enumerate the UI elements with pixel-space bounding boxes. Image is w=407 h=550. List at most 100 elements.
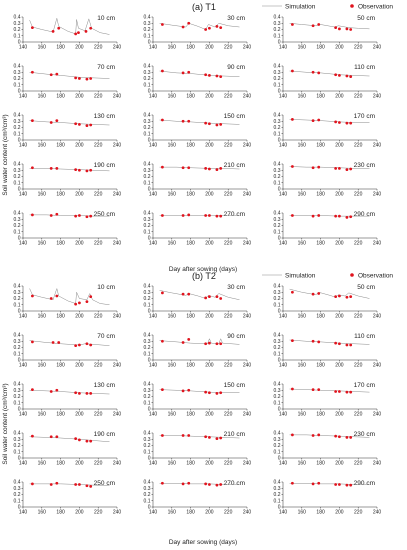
observation-point <box>85 484 89 488</box>
x-tick-label: 180 <box>186 94 195 100</box>
x-tick-label: 160 <box>298 363 307 369</box>
observation-point <box>78 168 81 172</box>
x-tick-label: 220 <box>224 192 233 198</box>
observation-point <box>215 168 219 172</box>
x-tick-label: 160 <box>38 241 47 247</box>
y-tick-label: 0.2 <box>274 443 281 449</box>
x-tick-label: 220 <box>224 461 233 467</box>
observation-point <box>187 21 191 25</box>
y-tick-label: 0.2 <box>144 492 151 498</box>
x-tick-label: 180 <box>316 143 325 149</box>
depth-label: 50 cm <box>357 15 375 22</box>
x-tick-label: 220 <box>354 45 363 51</box>
observation-point <box>161 23 164 26</box>
x-tick-label: 220 <box>354 314 363 320</box>
observation-point <box>78 122 81 126</box>
observation-point <box>334 341 338 345</box>
observation-point <box>161 165 164 169</box>
x-tick-label: 200 <box>205 363 214 369</box>
x-tick-label: 220 <box>224 412 233 418</box>
depth-label: 10 cm <box>97 15 115 22</box>
observation-point <box>345 168 349 172</box>
y-tick-label: 0 <box>148 456 151 462</box>
x-tick-label: 160 <box>38 192 47 198</box>
x-tick-label: 200 <box>75 412 84 418</box>
y-tick-label: 0 <box>278 40 281 46</box>
x-tick-label: 240 <box>373 363 382 369</box>
y-tick-label: 0.2 <box>144 125 151 131</box>
y-tick-label: 0 <box>278 456 281 462</box>
x-tick-label: 220 <box>94 412 103 418</box>
y-tick-label: 0 <box>18 89 21 95</box>
x-tick-label: 220 <box>354 143 363 149</box>
x-tick-label: 220 <box>354 412 363 418</box>
y-tick-label: 0.1 <box>274 449 281 455</box>
subplot-210cm: 00.10.20.30.4 140 160 180 200 220 240 210 cm <box>144 431 252 467</box>
y-tick-label: 0 <box>148 40 151 46</box>
x-tick-label: 140 <box>19 412 28 418</box>
observation-point <box>55 294 59 298</box>
x-tick-label: 200 <box>335 363 344 369</box>
depth-label: 210 cm <box>224 431 245 438</box>
y-tick-label: 0 <box>148 236 151 242</box>
simulation-line <box>29 483 110 486</box>
observation-point <box>338 435 341 439</box>
y-tick-label: 0.4 <box>144 162 151 168</box>
depth-label: 110 cm <box>354 64 375 71</box>
observation-point <box>187 481 191 485</box>
y-tick-label: 0.4 <box>274 113 281 119</box>
x-tick-label: 140 <box>279 241 288 247</box>
observation-point <box>317 292 321 295</box>
y-tick-label: 0.1 <box>144 449 151 455</box>
x-tick-label: 160 <box>38 143 47 149</box>
x-tick-label: 240 <box>243 192 252 198</box>
x-tick-label: 180 <box>316 241 325 247</box>
observation-point <box>181 119 185 123</box>
y-tick-label: 0.4 <box>274 480 281 486</box>
observation-point <box>181 25 185 29</box>
y-tick-label: 0.4 <box>14 480 21 486</box>
observation-point <box>215 437 219 441</box>
x-tick-label: 240 <box>243 412 252 418</box>
subplot-290cm: 00.10.20.30.4 140 160 180 200 220 240 290 cm <box>274 480 382 516</box>
observation-point <box>85 77 89 81</box>
x-tick-label: 220 <box>94 143 103 149</box>
observation-point <box>31 213 34 217</box>
panel-title-t2: (b) T2 <box>192 271 216 281</box>
subplot-270cm: 00.10.20.30.4 140 160 180 200 220 240 270 cm <box>144 480 252 516</box>
y-tick-label: 0.3 <box>144 339 151 345</box>
x-tick-label: 240 <box>373 45 382 51</box>
depth-label: 270 cm <box>224 211 245 218</box>
y-tick-label: 0.4 <box>274 64 281 70</box>
x-tick-label: 180 <box>186 363 195 369</box>
y-tick-label: 0.4 <box>274 382 281 388</box>
observation-point <box>181 71 185 75</box>
observation-point <box>219 391 223 395</box>
observation-point <box>74 214 78 218</box>
y-tick-label: 0.1 <box>274 180 281 186</box>
y-tick-label: 0.2 <box>144 296 151 302</box>
x-tick-label: 140 <box>149 94 158 100</box>
x-tick-label: 160 <box>38 94 47 100</box>
depth-label: 230 cm <box>354 162 375 169</box>
y-tick-label: 0.3 <box>144 388 151 394</box>
simulation-line <box>159 483 240 485</box>
observation-point <box>338 166 341 170</box>
y-tick-label: 0.3 <box>14 290 21 296</box>
y-tick-label: 0.4 <box>144 15 151 21</box>
y-tick-label: 0.1 <box>14 229 21 235</box>
simulation-line <box>29 168 110 172</box>
y-tick-label: 0 <box>278 505 281 511</box>
subplot-110cm: 00.10.20.30.4 140 160 180 200 220 240 110 cm <box>274 64 382 100</box>
observation-point <box>78 343 81 347</box>
x-tick-label: 140 <box>279 143 288 149</box>
x-tick-label: 240 <box>373 412 382 418</box>
subplot-270cm: 00.10.20.30.4 140 160 180 200 220 240 270 cm <box>144 211 252 247</box>
observation-point <box>204 435 208 439</box>
x-tick-label: 200 <box>75 94 84 100</box>
x-tick-label: 220 <box>94 192 103 198</box>
x-tick-label: 240 <box>243 461 252 467</box>
x-tick-label: 220 <box>224 143 233 149</box>
depth-label: 50 cm <box>357 284 375 291</box>
observation-point <box>74 344 78 348</box>
